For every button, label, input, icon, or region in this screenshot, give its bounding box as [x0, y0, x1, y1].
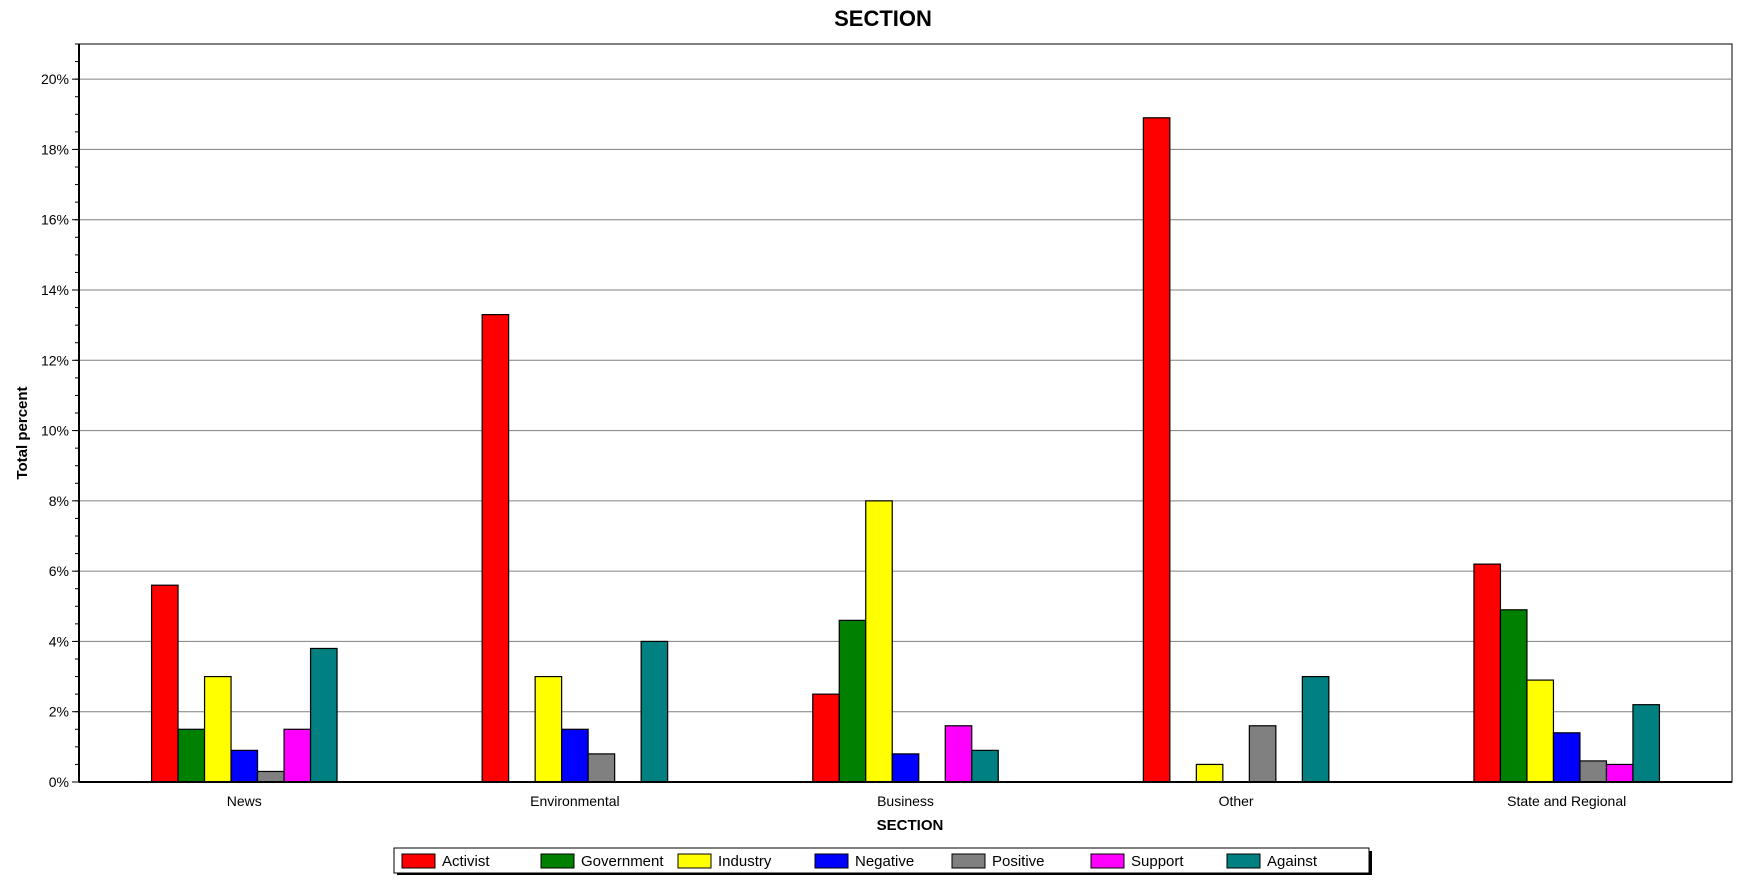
- y-tick-label: 20%: [41, 71, 69, 87]
- bar-activist-state-and-regional: [1473, 563, 1502, 783]
- legend-label-industry: Industry: [718, 853, 772, 870]
- bar-industry-business: [865, 500, 893, 783]
- legend-swatch-activist: [401, 853, 436, 869]
- grid-layer: [78, 43, 1733, 783]
- x-tick-label: Other: [1219, 793, 1254, 809]
- legend-swatch-against: [1226, 853, 1261, 869]
- bar-support-business: [944, 725, 973, 783]
- legend-label-against: Against: [1267, 853, 1318, 870]
- bar-government-news: [177, 728, 206, 783]
- legend-label-negative: Negative: [855, 853, 914, 870]
- x-tick-label: News: [227, 793, 262, 809]
- bar-government-state-and-regional: [1499, 609, 1528, 783]
- bar-against-environmental: [640, 640, 669, 783]
- y-tick-label: 8%: [49, 493, 69, 509]
- legend-swatch-support: [1090, 853, 1125, 869]
- legend: Activist Government Industry Negative Positi…: [393, 847, 1372, 876]
- legend-swatch-negative: [814, 853, 849, 869]
- y-tick-label: 0%: [49, 774, 69, 790]
- axis-layer: 0% 2% 4% 6% 8% 10% 12% 14% 16% 18% 20% News Environm…: [41, 43, 1732, 809]
- bar-support-news: [283, 728, 312, 783]
- y-tick-label: 10%: [41, 423, 69, 439]
- bar-negative-environmental: [561, 728, 589, 783]
- bar-positive-news: [256, 770, 285, 783]
- legend-label-government: Government: [581, 853, 664, 870]
- x-tick-label: Business: [877, 793, 934, 809]
- bar-industry-news: [203, 675, 232, 783]
- legend-label-support: Support: [1131, 853, 1184, 870]
- y-tick-label: 18%: [41, 141, 69, 157]
- x-tick-label: Environmental: [530, 793, 620, 809]
- bar-against-business: [971, 749, 999, 783]
- bar-negative-news: [230, 749, 259, 783]
- legend-swatch-positive: [951, 853, 986, 869]
- bar-against-state-and-regional: [1632, 704, 1661, 783]
- bar-activist-environmental: [481, 314, 510, 783]
- bar-activist-business: [812, 693, 840, 783]
- x-axis-title: SECTION: [877, 817, 944, 834]
- bar-industry-state-and-regional: [1526, 679, 1555, 783]
- bar-against-news: [309, 647, 338, 783]
- y-tick-label: 14%: [41, 282, 69, 298]
- bar-activist-news: [150, 584, 179, 783]
- bar-negative-business: [891, 753, 920, 783]
- y-tick-label: 6%: [49, 563, 69, 579]
- y-tick-label: 16%: [41, 212, 69, 228]
- y-tick-label: 12%: [41, 352, 69, 368]
- legend-swatch-industry: [677, 853, 712, 869]
- y-axis-title: Total percent: [14, 386, 31, 479]
- bar-negative-state-and-regional: [1552, 732, 1581, 783]
- bar-positive-environmental: [587, 753, 616, 783]
- bar-industry-other: [1195, 763, 1224, 783]
- legend-label-positive: Positive: [992, 853, 1045, 870]
- bar-positive-state-and-regional: [1579, 760, 1608, 783]
- bar-support-state-and-regional: [1605, 763, 1634, 783]
- bar-against-other: [1301, 675, 1330, 783]
- y-tick-label: 2%: [49, 704, 69, 720]
- bar-government-business: [838, 619, 867, 783]
- legend-swatch-government: [540, 853, 575, 869]
- bar-positive-other: [1248, 725, 1277, 783]
- legend-label-activist: Activist: [442, 853, 490, 870]
- bar-industry-environmental: [534, 675, 563, 783]
- chart-title: SECTION: [834, 6, 932, 31]
- y-tick-label: 4%: [49, 633, 69, 649]
- bar-activist-other: [1142, 117, 1171, 783]
- x-tick-label: State and Regional: [1507, 793, 1626, 809]
- bar-layer: [150, 117, 1661, 783]
